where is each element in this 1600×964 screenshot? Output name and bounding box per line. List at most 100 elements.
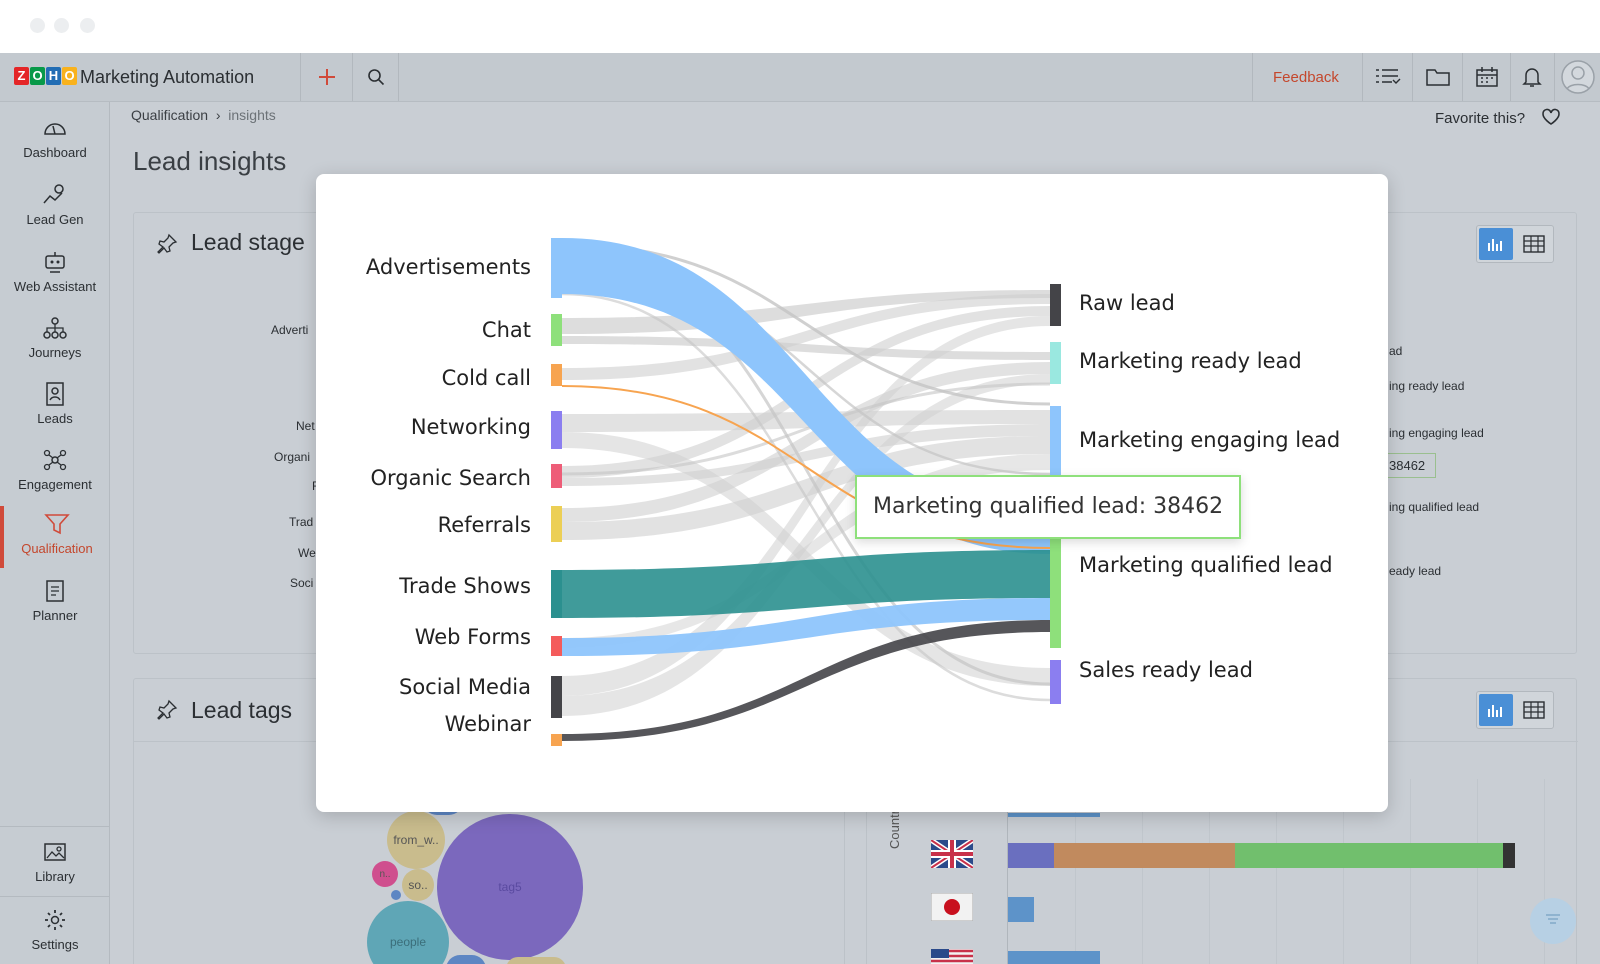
sankey-target-label: Sales ready lead [1079,658,1253,682]
sankey-link-trade-shows[interactable] [562,550,1050,618]
sankey-link[interactable] [562,454,1050,648]
sankey-node-source[interactable] [551,676,562,718]
chat-support-button[interactable] [1530,898,1576,944]
sankey-node-target[interactable] [1050,660,1061,704]
sankey-link-webinar[interactable] [562,620,1050,741]
chart-label: Soci [290,576,314,590]
tasks-button[interactable] [1364,53,1412,101]
sankey-link[interactable] [562,290,1050,334]
folder-button[interactable] [1414,53,1462,101]
sankey-links [561,238,1051,741]
chart-view-button[interactable] [1479,694,1513,726]
sankey-node-target[interactable] [1050,342,1061,384]
chart-label: ing qualified lead [1389,500,1480,514]
bar-segment[interactable] [1008,843,1054,868]
sidebar-item-web-assistant[interactable]: Web Assistant [0,244,110,306]
bar-segment[interactable] [1235,843,1503,868]
tag-bubble[interactable] [506,957,566,964]
favorite-toggle[interactable]: Favorite this? [1435,108,1561,127]
sidebar-item-journeys[interactable]: Journeys [0,310,110,372]
bar-segment[interactable] [1503,843,1515,868]
chart-view-button[interactable] [1479,228,1513,260]
sankey-link[interactable] [562,294,1050,380]
heart-icon[interactable] [1541,108,1561,126]
sankey-link[interactable] [562,336,1050,360]
chart-label: F [312,479,319,493]
sidebar-item-dashboard[interactable]: Dashboard [0,110,110,172]
zoho-logo[interactable]: Z O H O [14,67,78,85]
sankey-node-source[interactable] [551,411,562,449]
bar-segment[interactable] [1008,813,1100,817]
window-titlebar [0,0,1600,53]
tag-bubble[interactable]: n.. [372,861,398,887]
sankey-node-source[interactable] [551,364,562,386]
sidebar-item-library[interactable]: Library [0,834,110,896]
sankey-link[interactable] [562,424,1050,486]
feedback-link[interactable]: Feedback [1273,69,1339,86]
sankey-link[interactable] [561,382,1051,476]
pin-icon[interactable] [156,699,178,721]
logo-letter: Z [14,67,29,85]
notifications-button[interactable] [1512,53,1552,101]
tag-bubble[interactable] [391,890,401,900]
tag-bubble[interactable]: so.. [402,869,434,901]
window-zoom-button[interactable] [80,18,95,33]
sidebar-item-label: Qualification [21,541,93,556]
table-view-button[interactable] [1517,228,1551,260]
calendar-button[interactable] [1464,53,1510,101]
sidebar-item-leads[interactable]: Leads [0,376,110,438]
grid-line [1075,779,1076,964]
planner-icon [46,580,64,602]
sankey-node-target[interactable] [1050,406,1061,488]
top-navigation: Z O H O Marketing Automation Feedback [0,53,1600,102]
sidebar-item-qualification[interactable]: Qualification [0,506,110,568]
sankey-node-source[interactable] [551,570,562,618]
divider [398,53,399,101]
divider [1554,53,1555,101]
sankey-link-cold-call[interactable] [561,385,1051,549]
sankey-node-source[interactable] [551,314,562,346]
breadcrumb-parent[interactable]: Qualification [131,107,209,123]
sidebar-item-engagement[interactable]: Engagement [0,442,110,504]
sankey-link[interactable] [562,316,1050,696]
tag-bubble[interactable]: from_w.. [387,811,445,869]
pin-icon[interactable] [156,233,178,255]
sankey-link[interactable] [562,436,1050,540]
sankey-node-target[interactable] [1050,506,1061,648]
sankey-link[interactable] [562,362,1050,522]
sidebar-item-label: Web Assistant [13,279,97,294]
bar-segment[interactable] [1008,951,1100,964]
sankey-node-source[interactable] [551,464,562,488]
sankey-link[interactable] [562,374,1050,716]
sankey-link-advertisements[interactable] [562,238,1050,554]
sankey-link-web-forms[interactable] [562,598,1050,656]
divider [0,896,110,897]
sankey-node-source[interactable] [551,238,562,298]
sidebar-item-settings[interactable]: Settings [0,902,110,964]
window-minimize-button[interactable] [54,18,69,33]
divider [352,53,353,101]
avatar[interactable] [1560,53,1596,101]
add-button[interactable] [302,53,352,101]
sidebar-item-label: Leads [37,411,73,426]
gear-icon [45,910,65,930]
window-close-button[interactable] [30,18,45,33]
bar-segment[interactable] [1054,843,1235,868]
lead-gen-icon [43,184,64,204]
sankey-node-source[interactable] [551,734,562,746]
sankey-node-source[interactable] [551,506,562,542]
sidebar-item-planner[interactable]: Planner [0,573,110,635]
sidebar-item-lead-gen[interactable]: Lead Gen [0,177,110,239]
tag-bubble[interactable]: tag5 [437,814,583,960]
sankey-node-source[interactable] [551,636,562,656]
sankey-source-label: Referrals [438,513,531,537]
sankey-source-label: Web Forms [415,625,531,649]
bar-segment[interactable] [1008,897,1034,922]
search-button[interactable] [354,53,398,101]
sankey-link[interactable] [561,292,1051,702]
table-view-button[interactable] [1517,694,1551,726]
tag-bubble[interactable]: people [367,901,449,964]
sankey-node-target[interactable] [1050,284,1061,326]
tag-bubble[interactable] [446,955,486,964]
sankey-target-label: Marketing engaging lead [1079,428,1340,452]
